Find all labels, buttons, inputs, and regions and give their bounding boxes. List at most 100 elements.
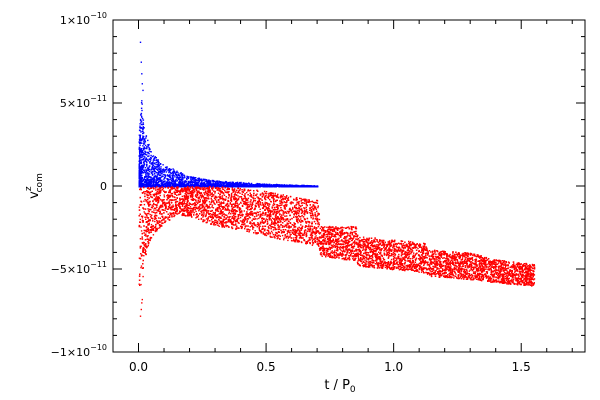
data-point (173, 181, 175, 183)
data-point (176, 177, 178, 179)
data-point (259, 185, 262, 187)
data-point (138, 169, 140, 172)
data-point (198, 177, 200, 179)
data-point (150, 176, 152, 178)
data-point (204, 208, 206, 211)
data-point (292, 185, 294, 187)
data-point (141, 156, 143, 158)
data-point (240, 185, 242, 187)
data-point (139, 182, 141, 184)
data-point (148, 176, 150, 178)
data-point (148, 175, 150, 177)
data-point (203, 182, 206, 184)
data-point (489, 261, 492, 264)
data-point (289, 186, 291, 188)
data-point (218, 180, 220, 182)
data-point (155, 179, 157, 181)
data-point (155, 180, 157, 182)
data-point (173, 180, 175, 182)
data-point (143, 178, 146, 180)
data-point (297, 185, 299, 187)
data-point (168, 168, 171, 170)
data-point (276, 206, 279, 208)
data-point (139, 161, 141, 164)
data-point (217, 210, 220, 212)
data-point (140, 266, 142, 269)
data-point (177, 174, 179, 176)
data-point (155, 163, 157, 166)
data-point (139, 41, 142, 43)
data-point (286, 186, 288, 188)
data-point (157, 181, 159, 184)
data-point (139, 118, 142, 121)
data-point (172, 168, 174, 170)
data-point (160, 172, 162, 174)
data-point (279, 219, 281, 222)
data-point (268, 183, 271, 186)
data-point (179, 183, 181, 185)
data-point (177, 171, 179, 174)
data-point (162, 175, 164, 178)
data-point (140, 204, 143, 206)
data-point (155, 186, 157, 188)
data-point (210, 195, 213, 198)
data-point (168, 181, 170, 183)
data-point (164, 185, 166, 188)
data-point (161, 169, 163, 172)
data-point (141, 151, 143, 154)
data-point (150, 182, 153, 184)
data-point (139, 135, 141, 137)
data-point (154, 162, 156, 164)
data-point (171, 178, 173, 180)
data-point (138, 175, 140, 177)
data-point (241, 183, 243, 185)
data-point (416, 246, 418, 249)
data-point (169, 184, 171, 186)
data-point (227, 185, 229, 188)
data-point (142, 127, 144, 129)
data-point (139, 134, 142, 136)
data-point (275, 184, 277, 186)
data-point (257, 186, 259, 188)
data-point (142, 126, 144, 128)
data-point (236, 185, 238, 187)
data-point (229, 183, 231, 186)
data-point (149, 165, 151, 167)
data-point (154, 220, 156, 223)
data-point (192, 181, 195, 184)
data-point (141, 153, 143, 155)
data-point (219, 181, 221, 183)
data-point (144, 150, 146, 152)
data-point (189, 180, 191, 182)
data-point (168, 176, 171, 178)
data-point (146, 178, 149, 181)
data-point (371, 258, 374, 260)
data-point (175, 185, 177, 187)
data-point (286, 185, 288, 187)
data-point (184, 186, 186, 188)
data-point (157, 178, 159, 180)
data-point (213, 224, 215, 226)
data-point (217, 182, 220, 184)
data-point (141, 109, 143, 112)
data-point (161, 172, 163, 175)
data-point (203, 197, 205, 199)
data-point (173, 171, 176, 173)
data-point (138, 159, 141, 161)
data-point (171, 180, 174, 183)
data-point (490, 263, 492, 265)
data-point (202, 186, 204, 189)
data-point (242, 214, 244, 216)
data-point (146, 146, 148, 148)
data-point (146, 154, 148, 156)
data-point (140, 121, 142, 123)
data-points (138, 41, 536, 317)
data-point (254, 185, 256, 188)
data-point (299, 185, 301, 188)
data-point (227, 184, 229, 186)
data-point (152, 234, 155, 236)
data-point (146, 230, 149, 233)
data-point (141, 183, 144, 185)
data-point (148, 153, 150, 155)
data-point (149, 184, 151, 186)
